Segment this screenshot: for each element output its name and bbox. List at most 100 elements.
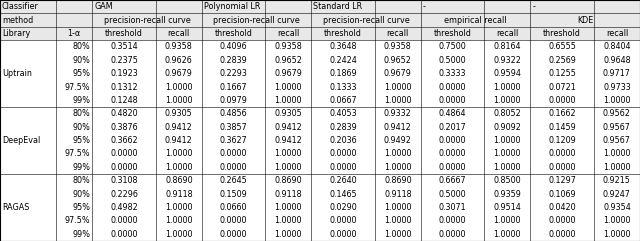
Text: 0.9118: 0.9118 — [165, 190, 193, 199]
Text: 0.0000: 0.0000 — [220, 163, 248, 172]
Text: Polynomial LR: Polynomial LR — [204, 2, 260, 11]
Text: 1.0000: 1.0000 — [603, 149, 630, 159]
Text: 1.0000: 1.0000 — [493, 82, 521, 92]
Text: 0.2293: 0.2293 — [220, 69, 248, 78]
Text: 0.9359: 0.9359 — [493, 190, 522, 199]
Text: 0.1869: 0.1869 — [330, 69, 357, 78]
Text: 0.9305: 0.9305 — [165, 109, 193, 118]
Bar — [0, 67, 640, 80]
Text: 1.0000: 1.0000 — [384, 216, 412, 225]
Text: 0.1509: 0.1509 — [220, 190, 248, 199]
Text: 0.9626: 0.9626 — [165, 56, 193, 65]
Text: recall: recall — [168, 29, 190, 38]
Text: 0.1662: 0.1662 — [548, 109, 576, 118]
Text: 0.1333: 0.1333 — [330, 82, 357, 92]
Text: precision-recall curve: precision-recall curve — [323, 16, 410, 25]
Text: 0.1255: 0.1255 — [548, 69, 576, 78]
Text: 1.0000: 1.0000 — [603, 96, 630, 105]
Text: 1.0000: 1.0000 — [275, 216, 302, 225]
Text: 0.9567: 0.9567 — [603, 123, 631, 132]
Text: 0.9358: 0.9358 — [275, 42, 302, 51]
Bar — [0, 214, 640, 228]
Text: 0.4982: 0.4982 — [110, 203, 138, 212]
Text: 0.0660: 0.0660 — [220, 203, 248, 212]
Text: 0.4864: 0.4864 — [439, 109, 467, 118]
Text: 0.0000: 0.0000 — [110, 216, 138, 225]
Text: 1.0000: 1.0000 — [275, 149, 302, 159]
Text: 0.9412: 0.9412 — [384, 123, 412, 132]
Text: 1.0000: 1.0000 — [384, 82, 412, 92]
Text: Classifier: Classifier — [2, 2, 39, 11]
Text: 0.2640: 0.2640 — [330, 176, 357, 185]
Text: 0.9679: 0.9679 — [384, 69, 412, 78]
Text: 0.9118: 0.9118 — [275, 190, 302, 199]
Text: -: - — [423, 2, 426, 11]
Text: 0.6555: 0.6555 — [548, 42, 576, 51]
Text: 95%: 95% — [72, 203, 90, 212]
Text: 1-α: 1-α — [68, 29, 81, 38]
Text: 1.0000: 1.0000 — [493, 149, 521, 159]
Text: 0.9652: 0.9652 — [384, 56, 412, 65]
Text: 0.3333: 0.3333 — [439, 69, 467, 78]
Text: 0.9733: 0.9733 — [603, 82, 631, 92]
Text: 0.0000: 0.0000 — [330, 230, 357, 239]
Bar — [0, 13, 640, 27]
Text: 0.9412: 0.9412 — [275, 123, 302, 132]
Bar — [0, 54, 640, 67]
Text: 90%: 90% — [72, 190, 90, 199]
Text: 0.1209: 0.1209 — [548, 136, 576, 145]
Text: threshold: threshold — [324, 29, 362, 38]
Text: 0.0000: 0.0000 — [439, 149, 467, 159]
Text: 1.0000: 1.0000 — [165, 82, 193, 92]
Text: 0.8690: 0.8690 — [275, 176, 302, 185]
Text: 0.2296: 0.2296 — [110, 190, 138, 199]
Text: 1.0000: 1.0000 — [275, 230, 302, 239]
Text: 0.9358: 0.9358 — [165, 42, 193, 51]
Text: 0.0000: 0.0000 — [548, 216, 576, 225]
Text: RAGAS: RAGAS — [2, 203, 29, 212]
Text: recall: recall — [605, 29, 628, 38]
Text: threshold: threshold — [543, 29, 581, 38]
Text: 0.7500: 0.7500 — [439, 42, 467, 51]
Text: 0.9412: 0.9412 — [275, 136, 302, 145]
Text: 0.5000: 0.5000 — [439, 190, 467, 199]
Text: 0.9514: 0.9514 — [493, 203, 521, 212]
Text: 0.2424: 0.2424 — [329, 56, 357, 65]
Text: threshold: threshold — [105, 29, 143, 38]
Text: 0.0000: 0.0000 — [439, 163, 467, 172]
Text: 0.1923: 0.1923 — [110, 69, 138, 78]
Text: 0.0721: 0.0721 — [548, 82, 576, 92]
Text: 1.0000: 1.0000 — [165, 203, 193, 212]
Text: precision-recall curve: precision-recall curve — [213, 16, 300, 25]
Text: 0.9332: 0.9332 — [384, 109, 412, 118]
Text: 0.0979: 0.0979 — [220, 96, 248, 105]
Text: 97.5%: 97.5% — [65, 82, 90, 92]
Text: 0.2036: 0.2036 — [330, 136, 357, 145]
Text: GAM: GAM — [95, 2, 113, 11]
Text: 80%: 80% — [73, 42, 90, 51]
Bar — [0, 147, 640, 161]
Text: 0.5000: 0.5000 — [439, 56, 467, 65]
Text: 0.9215: 0.9215 — [603, 176, 631, 185]
Text: 0.1248: 0.1248 — [110, 96, 138, 105]
Bar — [0, 40, 640, 54]
Text: 0.3627: 0.3627 — [220, 136, 248, 145]
Text: 0.9594: 0.9594 — [493, 69, 522, 78]
Text: 0.3071: 0.3071 — [439, 203, 467, 212]
Text: 0.0000: 0.0000 — [110, 230, 138, 239]
Text: 90%: 90% — [72, 56, 90, 65]
Text: 0.3514: 0.3514 — [110, 42, 138, 51]
Text: 1.0000: 1.0000 — [165, 149, 193, 159]
Text: 0.1069: 0.1069 — [548, 190, 576, 199]
Text: 0.0000: 0.0000 — [220, 216, 248, 225]
Text: 0.3108: 0.3108 — [110, 176, 138, 185]
Text: 0.0000: 0.0000 — [548, 96, 576, 105]
Bar — [0, 0, 640, 13]
Text: 1.0000: 1.0000 — [384, 203, 412, 212]
Text: 0.8164: 0.8164 — [493, 42, 521, 51]
Text: 0.4096: 0.4096 — [220, 42, 248, 51]
Text: 0.0000: 0.0000 — [110, 163, 138, 172]
Text: 0.3662: 0.3662 — [110, 136, 138, 145]
Text: 0.0000: 0.0000 — [330, 149, 357, 159]
Text: 0.3876: 0.3876 — [110, 123, 138, 132]
